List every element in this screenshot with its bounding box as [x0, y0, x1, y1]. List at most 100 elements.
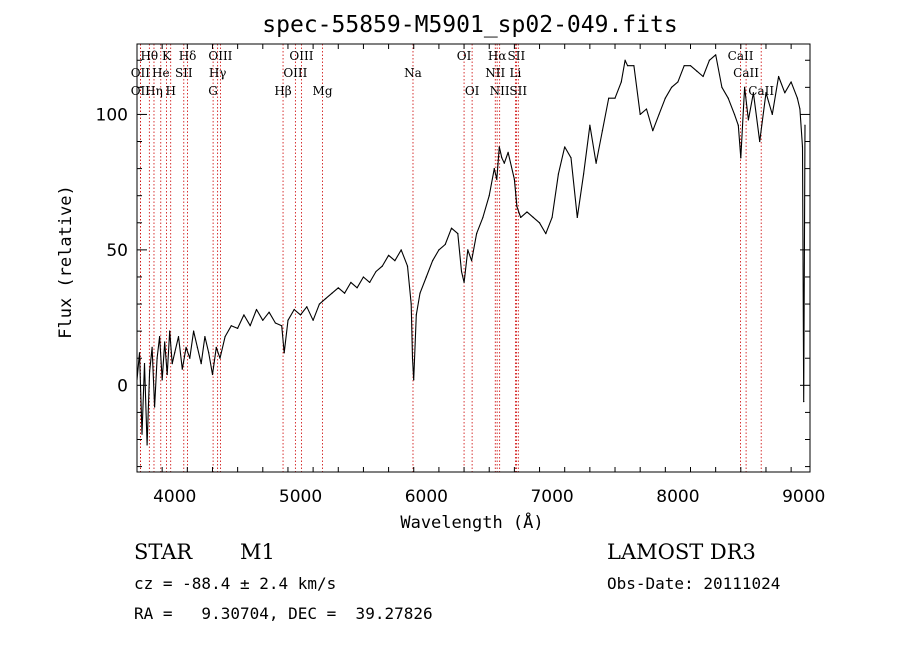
plot-frame: [136, 43, 811, 473]
flux-point: [415, 314, 417, 316]
flux-point: [683, 65, 685, 67]
axis-tick-labels: 4000 5000 6000 7000 8000 9000 0 50 100: [96, 105, 826, 507]
flux-point: [664, 97, 666, 99]
y-tick-label: 0: [117, 376, 128, 396]
flux-point: [467, 249, 469, 251]
object-type: STAR: [134, 540, 193, 564]
flux-point: [463, 281, 465, 283]
flux-point: [790, 81, 792, 83]
flux-point: [507, 151, 509, 153]
flux-point: [488, 195, 490, 197]
flux-point: [740, 157, 742, 159]
flux-point: [350, 281, 352, 283]
marker-label-sii: SII: [508, 49, 526, 63]
marker-label-hβ: Hβ: [274, 84, 291, 98]
flux-point: [337, 287, 339, 289]
flux-point: [159, 335, 161, 338]
flux-point: [325, 298, 327, 300]
flux-point: [444, 243, 446, 246]
flux-point: [727, 97, 729, 99]
flux-point: [614, 97, 616, 99]
marker-label-oiii: OIII: [208, 49, 232, 63]
marker-label-li: Li: [509, 66, 521, 80]
flux-point: [196, 346, 198, 348]
flux-point: [545, 233, 547, 235]
flux-point: [161, 379, 163, 381]
x-tick-label: 5000: [279, 487, 322, 507]
flux-point: [299, 314, 302, 316]
flux-point: [576, 216, 578, 218]
flux-point: [450, 227, 453, 229]
flux-point: [503, 162, 505, 164]
y-tick-label: 50: [106, 241, 128, 261]
flux-point: [589, 124, 591, 126]
spectral-line-labels: HθOIIOIIHηHeKHSIIHδGHγOIIIHβOIIIOIIIMgNa…: [131, 49, 775, 98]
flux-point: [375, 270, 377, 273]
marker-label-na: Na: [404, 66, 422, 80]
flux-point: [570, 157, 572, 159]
flux-point: [601, 130, 604, 132]
flux-point: [771, 113, 773, 116]
y-tick-label: 100: [96, 105, 128, 125]
flux-point: [281, 325, 283, 327]
flux-point: [211, 373, 214, 376]
flux-point: [138, 352, 141, 354]
flux-point: [343, 292, 346, 294]
marker-label-k: K: [162, 49, 172, 63]
marker-label-caii: CaII: [733, 66, 759, 80]
marker-label-hγ: Hγ: [209, 66, 227, 80]
flux-point: [721, 86, 723, 88]
flux-point: [624, 59, 626, 61]
marker-label-hη: Hη: [145, 84, 163, 98]
flux-point: [799, 108, 801, 110]
flux-point: [381, 265, 383, 267]
flux-point: [419, 292, 421, 294]
flux-point: [671, 86, 673, 88]
flux-point: [557, 173, 560, 175]
flux-point: [164, 341, 166, 343]
flux-point: [154, 406, 156, 408]
flux-point: [526, 211, 528, 213]
flux-point: [204, 335, 206, 338]
flux-point: [181, 368, 183, 370]
marker-label-caii: CaII: [728, 49, 754, 63]
marker-label-nii: NII: [485, 66, 505, 80]
flux-point: [582, 173, 585, 175]
flux-point: [715, 54, 717, 56]
flux-point: [476, 233, 478, 235]
flux-point: [394, 260, 396, 262]
flux-point: [689, 65, 692, 67]
flux-point: [438, 249, 440, 251]
flux-point: [513, 178, 515, 181]
flux-point: [501, 157, 503, 159]
flux-point: [400, 249, 402, 251]
marker-label-hθ: Hθ: [140, 49, 158, 63]
marker-label-h: H: [165, 84, 175, 98]
flux-point: [496, 178, 498, 181]
flux-point: [148, 371, 151, 373]
flux-point: [804, 124, 806, 126]
x-axis-label: Wavelength (Å): [400, 511, 543, 533]
flux-point: [249, 325, 251, 327]
flux-point: [262, 319, 264, 321]
survey-name: LAMOST DR3: [607, 540, 756, 564]
marker-label-oiii: OIII: [283, 66, 307, 80]
flux-point: [293, 308, 295, 311]
flux-point: [677, 81, 679, 83]
y-axis-label: Flux (relative): [56, 185, 76, 339]
flux-point: [425, 276, 427, 278]
flux-point: [702, 75, 704, 78]
flux-series: [137, 54, 806, 446]
object-subclass: M1: [240, 540, 275, 564]
marker-label-oi: OI: [457, 49, 472, 63]
x-tick-label: 6000: [405, 487, 448, 507]
flux-point: [237, 327, 239, 330]
flux-point: [230, 325, 232, 327]
flux-point: [413, 379, 415, 381]
flux-point: [803, 400, 805, 403]
marker-label-sii: SII: [509, 84, 527, 98]
flux-point: [200, 363, 202, 365]
flux-point: [219, 357, 221, 359]
flux-point: [169, 330, 171, 332]
